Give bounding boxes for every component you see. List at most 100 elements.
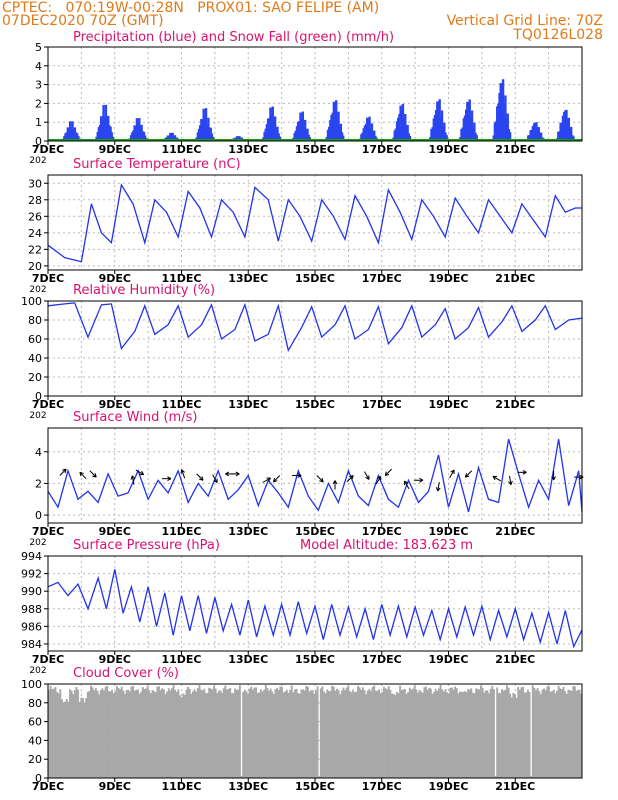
- panel-title: Precipitation (blue) and Snow Fall (gree…: [73, 30, 394, 45]
- wind-arrow: [161, 476, 172, 482]
- cloud-cover-bar: [536, 688, 539, 778]
- cloud-cover-bar: [72, 694, 75, 778]
- wind-arrow-head: [376, 475, 381, 479]
- cloud-cover-bar: [423, 687, 426, 778]
- y-tick-label: 0: [35, 135, 42, 148]
- cloud-cover-bar: [329, 691, 332, 778]
- cloud-cover-bar: [88, 690, 91, 778]
- cloud-cover-bar: [497, 692, 500, 778]
- cloud-cover-bar: [259, 689, 262, 778]
- cloud-cover-bar: [221, 692, 224, 778]
- wind-arrow-head: [167, 478, 172, 482]
- precip-bar: [406, 124, 409, 141]
- wind-arrow: [449, 469, 455, 479]
- wind-arrow: [130, 475, 136, 485]
- precip-bar: [370, 123, 374, 141]
- cloud-cover-bar: [77, 689, 80, 778]
- cloud-cover-bar: [515, 697, 518, 778]
- cloud-cover-bar: [109, 691, 112, 778]
- x-tick-label: 11DEC: [161, 780, 201, 793]
- x-tick-label: 7DEC: [32, 398, 64, 411]
- x-tick-label: 19DEC: [428, 398, 468, 411]
- wind-arrow-head: [522, 471, 527, 475]
- cloud-cover-bar: [250, 686, 253, 778]
- cloud-cover-bar: [391, 693, 393, 778]
- cloud-cover-bar: [120, 686, 123, 778]
- wind-arrow-head: [349, 475, 354, 478]
- cloud-cover-bar: [459, 691, 461, 778]
- cloud-cover-bar: [560, 689, 563, 778]
- cloud-cover-bar: [232, 692, 235, 778]
- wind-arrow-head: [319, 480, 324, 483]
- precip-bar: [408, 135, 412, 141]
- cloud-cover-bar: [318, 776, 321, 778]
- x-tick-label: 11DEC: [161, 272, 201, 285]
- cloud-cover-bar: [557, 685, 560, 778]
- wind-arrow-head: [62, 468, 67, 471]
- precip-bar: [572, 136, 575, 141]
- cloud-cover-bar: [49, 685, 52, 778]
- cloud-cover-bar: [556, 690, 559, 778]
- cloud-cover-bar: [559, 688, 562, 778]
- cloud-cover-bar: [219, 690, 222, 778]
- cloud-cover-bar: [426, 689, 429, 778]
- cloud-cover-bar: [177, 689, 180, 778]
- wind-arrow-head: [351, 475, 354, 480]
- cloud-cover-bar: [166, 691, 169, 778]
- cloud-cover-bar: [306, 686, 309, 778]
- cloud-cover-bar: [151, 689, 154, 778]
- cloud-cover-bar: [69, 689, 71, 778]
- cloud-cover-bar: [213, 685, 215, 778]
- cloud-cover-bar: [180, 697, 183, 778]
- cloud-cover-bar: [486, 690, 489, 778]
- cloud-cover-bar: [481, 687, 484, 778]
- wind-arrow-head: [492, 476, 496, 481]
- cloud-cover-bar: [418, 689, 421, 778]
- cloud-cover-bar: [119, 689, 122, 778]
- precip-bar: [567, 117, 571, 141]
- cloud-cover-bar: [277, 689, 280, 778]
- y-tick-label: 20: [28, 753, 42, 766]
- precip-bar: [404, 113, 407, 141]
- cloud-cover-bar: [457, 693, 460, 778]
- cloud-cover-bar: [374, 690, 377, 778]
- y-tick-label: 20: [28, 371, 42, 384]
- x-tick-label: 9DEC: [99, 143, 131, 156]
- y-tick-label: 100: [21, 295, 42, 308]
- cloud-cover-bar: [439, 684, 442, 778]
- cloud-cover-bar: [137, 689, 139, 778]
- series-line: [47, 569, 583, 649]
- x-tick-label: 17DEC: [362, 780, 402, 793]
- cloud-cover-bar: [449, 687, 452, 778]
- wind-arrow-head: [332, 480, 336, 485]
- x-tick-label: 15DEC: [295, 780, 335, 793]
- cloud-cover-bar: [310, 690, 313, 778]
- cloud-cover-bar: [570, 690, 573, 778]
- cloud-cover-bar: [425, 686, 427, 778]
- precip-bar: [342, 135, 345, 141]
- wind-arrow-head: [437, 487, 441, 492]
- cloud-cover-bar: [488, 693, 491, 778]
- x-year-stub: 202: [29, 156, 46, 166]
- cloud-cover-bar: [274, 689, 277, 778]
- cloud-cover-bar: [533, 687, 536, 778]
- precip-bar: [506, 113, 509, 141]
- cloud-cover-bar: [122, 690, 125, 778]
- wind-arrow-head: [225, 471, 230, 475]
- wind-arrow-head: [181, 469, 185, 473]
- cloud-cover-bar: [569, 689, 571, 778]
- cloud-cover-bar: [371, 687, 374, 778]
- cloud-cover-bar: [133, 690, 136, 778]
- cloud-cover-bar: [528, 692, 531, 778]
- cloud-cover-bar: [509, 693, 512, 778]
- cloud-cover-bar: [179, 695, 181, 778]
- x-tick-label: 7DEC: [32, 525, 64, 538]
- cloud-cover-bar: [386, 689, 389, 778]
- cloud-cover-bar: [415, 689, 418, 778]
- cloud-cover-bar: [444, 689, 447, 778]
- cloud-cover-bar: [499, 693, 502, 778]
- cloud-cover-bar: [293, 689, 296, 778]
- wind-arrow-head: [94, 473, 97, 478]
- cloud-cover-bar: [489, 688, 492, 778]
